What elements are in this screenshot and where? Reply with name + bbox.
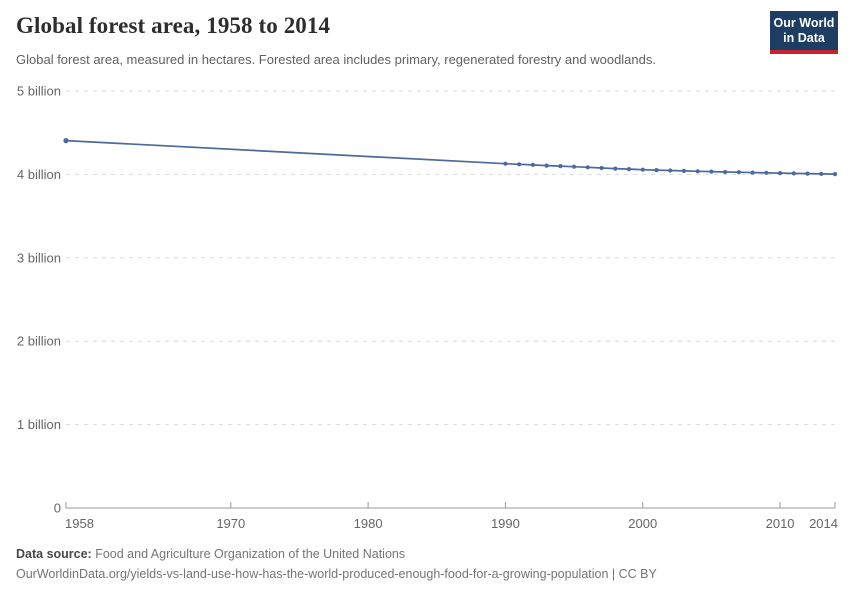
x-tick-label: 2000: [628, 516, 657, 531]
y-tick-label: 5 billion: [17, 84, 61, 99]
data-point: [750, 170, 755, 175]
data-point: [654, 168, 659, 173]
data-point: [819, 171, 824, 176]
data-source-text: Food and Agriculture Organization of the…: [91, 547, 406, 561]
data-point: [778, 171, 783, 176]
data-point: [723, 169, 728, 175]
data-point: [599, 165, 604, 171]
data-point: [558, 164, 563, 169]
data-point: [613, 166, 618, 171]
data-point: [585, 165, 590, 170]
data-point: [805, 171, 810, 176]
data-point: [640, 167, 645, 172]
x-tick-label: 2010: [766, 516, 795, 531]
page-title: Global forest area, 1958 to 2014: [16, 13, 331, 38]
data-point: [736, 170, 742, 175]
data-point: [695, 169, 700, 174]
owid-logo-line2: in Data: [783, 31, 825, 45]
owid-logo: Our World in Data: [770, 11, 838, 54]
y-tick-label: 0: [54, 501, 61, 516]
x-tick-label: 2014: [809, 516, 838, 531]
data-source-label: Data source:: [16, 547, 92, 561]
x-tick-label: 1958: [65, 516, 94, 531]
y-tick-label: 4 billion: [17, 167, 61, 182]
data-point: [791, 171, 796, 176]
y-tick-label: 2 billion: [17, 334, 61, 349]
y-tick-label: 3 billion: [17, 250, 61, 265]
data-point: [63, 138, 69, 144]
data-point: [530, 162, 536, 167]
data-point: [709, 169, 714, 174]
data-point: [503, 161, 508, 166]
x-tick-label: 1970: [216, 516, 245, 531]
data-point: [764, 170, 769, 175]
owid-logo-line1: Our World: [773, 16, 835, 30]
data-point: [517, 162, 522, 167]
x-tick-label: 1980: [354, 516, 383, 531]
chart-subtitle: Global forest area, measured in hectares…: [16, 52, 656, 67]
data-point: [572, 164, 577, 169]
data-point: [544, 163, 549, 168]
data-point: [832, 172, 838, 177]
data-source-line: Data source: Food and Agriculture Organi…: [16, 547, 405, 561]
data-point: [681, 168, 687, 173]
y-tick-label: 1 billion: [17, 417, 61, 432]
data-point: [668, 168, 673, 173]
citation-url: OurWorldinData.org/yields-vs-land-use-ho…: [16, 567, 657, 581]
data-point: [626, 167, 632, 172]
x-tick-label: 1990: [491, 516, 520, 531]
data-line: [65, 139, 836, 175]
